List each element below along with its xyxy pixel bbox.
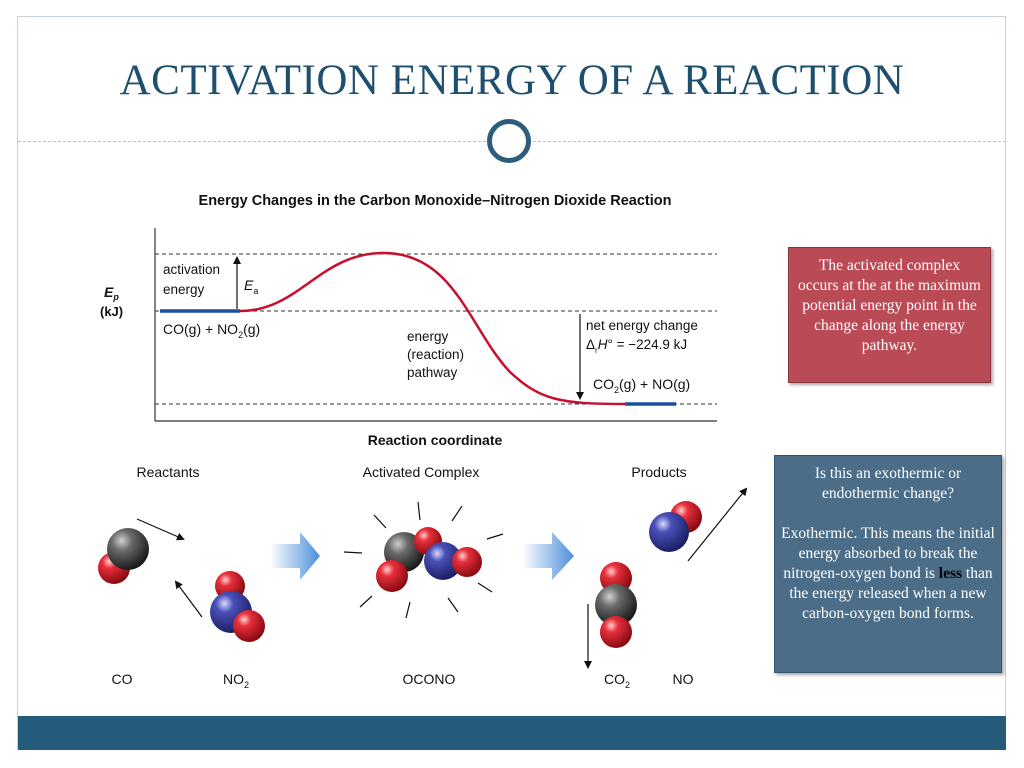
co2-molecule <box>595 562 637 648</box>
pathway-label-line1: energy <box>407 329 449 344</box>
activated-complex-note: The activated complex occurs at the at t… <box>788 247 991 383</box>
exothermic-answer-text: Exothermic. This means the initial energ… <box>781 525 995 622</box>
net-change-value: ΔrH° = −224.9 kJ <box>586 337 687 355</box>
activated-complex-molecule <box>376 527 482 592</box>
ea-label: Ea <box>244 277 258 296</box>
no-motion-arrow <box>687 487 748 562</box>
pathway-label-line3: pathway <box>407 365 458 380</box>
no-molecule <box>649 501 702 552</box>
stage-complex-label: Activated Complex <box>363 464 480 480</box>
y-axis-unit: (kJ) <box>100 304 123 319</box>
activated-complex-note-text: The activated complex occurs at the at t… <box>798 257 981 354</box>
net-change-label: net energy change <box>586 318 698 333</box>
footer-bar <box>18 716 1006 750</box>
activated-complex-burst-lines <box>343 501 504 619</box>
transition-arrow-2 <box>522 532 574 580</box>
slide-title: ACTIVATION ENERGY OF A REACTION <box>119 57 905 104</box>
stage-products-label: Products <box>631 464 686 480</box>
y-axis-label: Ep <box>104 284 119 302</box>
energy-curve <box>239 251 626 406</box>
transition-arrow-1 <box>270 532 320 580</box>
co2-label: CO2 <box>604 671 630 690</box>
stage-reactants-label: Reactants <box>136 464 199 480</box>
exothermic-question-text: Is this an exothermic or endothermic cha… <box>814 465 962 502</box>
co-label: CO <box>112 671 133 687</box>
ocono-label: OCONO <box>403 671 456 687</box>
reactants-equation: CO(g) + NO2(g) <box>163 321 260 340</box>
x-axis-label: Reaction coordinate <box>368 432 503 448</box>
activation-label-line1: activation <box>163 262 220 277</box>
co-motion-arrow <box>136 518 185 541</box>
pathway-label-line2: (reaction) <box>407 347 464 362</box>
no2-motion-arrow <box>174 580 203 618</box>
activation-label-line2: energy <box>163 282 205 297</box>
exothermic-question-note: Is this an exothermic or endothermic cha… <box>774 455 1002 673</box>
decorative-ring-icon <box>487 119 531 163</box>
no-label: NO <box>673 671 694 687</box>
diagram-title: Energy Changes in the Carbon Monoxide–Ni… <box>199 193 672 209</box>
products-equation: CO2(g) + NO(g) <box>593 376 690 395</box>
no2-label: NO2 <box>223 671 249 690</box>
no2-molecule <box>210 571 265 642</box>
co-molecule <box>98 528 149 584</box>
